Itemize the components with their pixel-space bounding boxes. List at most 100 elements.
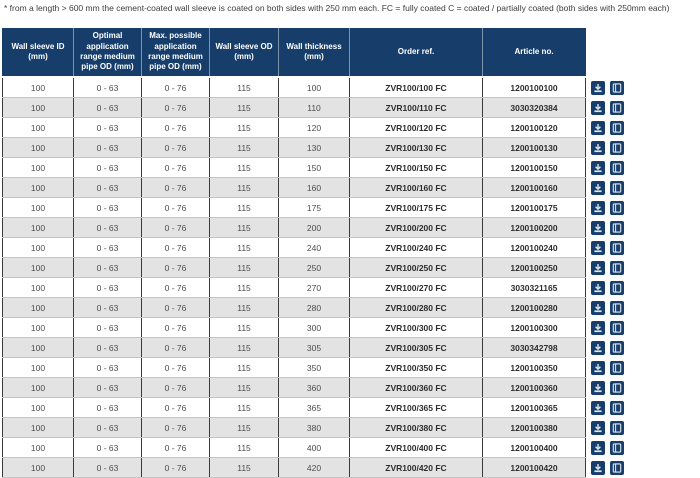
download-button[interactable] — [591, 441, 605, 455]
document-button[interactable] — [610, 261, 624, 275]
optimal-range-cell: 0 - 63 — [74, 298, 142, 317]
download-button[interactable] — [591, 141, 605, 155]
document-button[interactable] — [610, 121, 624, 135]
download-icon — [593, 303, 603, 313]
document-button[interactable] — [610, 281, 624, 295]
document-button[interactable] — [610, 181, 624, 195]
optimal-range-cell: 0 - 63 — [74, 98, 142, 117]
download-button[interactable] — [591, 221, 605, 235]
row-actions — [591, 218, 624, 238]
article-no-cell: 1200100200 — [483, 218, 586, 237]
optimal-range-cell: 0 - 63 — [74, 378, 142, 397]
row-actions — [591, 338, 624, 358]
document-icon — [612, 323, 622, 333]
document-button[interactable] — [610, 341, 624, 355]
download-icon — [593, 383, 603, 393]
table-row: 100 0 - 63 0 - 76 115 150 ZVR100/150 FC 120010… — [2, 158, 624, 178]
table-row-cells: 100 0 - 63 0 - 76 115 350 ZVR100/350 FC 120010… — [2, 358, 586, 378]
optimal-range-cell: 0 - 63 — [74, 78, 142, 97]
optimal-range-cell: 0 - 63 — [74, 438, 142, 457]
table-row: 100 0 - 63 0 - 76 115 380 ZVR100/380 FC 120010… — [2, 418, 624, 438]
download-icon — [593, 363, 603, 373]
order-ref-cell: ZVR100/250 FC — [350, 258, 483, 277]
article-no-cell: 1200100350 — [483, 358, 586, 377]
wall-thickness-cell: 160 — [279, 178, 350, 197]
max-range-cell: 0 - 76 — [142, 178, 210, 197]
document-button[interactable] — [610, 361, 624, 375]
document-button[interactable] — [610, 201, 624, 215]
document-button[interactable] — [610, 161, 624, 175]
download-button[interactable] — [591, 301, 605, 315]
download-button[interactable] — [591, 261, 605, 275]
table-row-cells: 100 0 - 63 0 - 76 115 400 ZVR100/400 FC 120010… — [2, 438, 586, 458]
download-icon — [593, 443, 603, 453]
table-row: 100 0 - 63 0 - 76 115 365 ZVR100/365 FC 120010… — [2, 398, 624, 418]
download-button[interactable] — [591, 241, 605, 255]
document-button[interactable] — [610, 381, 624, 395]
article-no-cell: 1200100360 — [483, 378, 586, 397]
table-row-cells: 100 0 - 63 0 - 76 115 150 ZVR100/150 FC 120010… — [2, 158, 586, 178]
document-button[interactable] — [610, 81, 624, 95]
table-row: 100 0 - 63 0 - 76 115 280 ZVR100/280 FC 120010… — [2, 298, 624, 318]
column-header-wall-sleeve-id: Wall sleeve ID (mm) — [2, 28, 74, 76]
download-button[interactable] — [591, 321, 605, 335]
download-button[interactable] — [591, 81, 605, 95]
wall-sleeve-id-cell: 100 — [2, 358, 74, 377]
document-button[interactable] — [610, 401, 624, 415]
download-button[interactable] — [591, 381, 605, 395]
document-button[interactable] — [610, 461, 624, 475]
document-button[interactable] — [610, 141, 624, 155]
wall-sleeve-od-cell: 115 — [210, 158, 279, 177]
download-button[interactable] — [591, 161, 605, 175]
document-button[interactable] — [610, 221, 624, 235]
column-header-order-ref: Order ref. — [350, 28, 483, 76]
wall-thickness-cell: 150 — [279, 158, 350, 177]
row-actions — [591, 198, 624, 218]
row-actions — [591, 298, 624, 318]
optimal-range-cell: 0 - 63 — [74, 278, 142, 297]
table-row-cells: 100 0 - 63 0 - 76 115 360 ZVR100/360 FC 120010… — [2, 378, 586, 398]
optimal-range-cell: 0 - 63 — [74, 198, 142, 217]
wall-sleeve-od-cell: 115 — [210, 278, 279, 297]
download-icon — [593, 343, 603, 353]
download-button[interactable] — [591, 181, 605, 195]
download-button[interactable] — [591, 281, 605, 295]
column-header-optimal-range: Optimal application range medium pipe OD… — [74, 28, 142, 76]
download-button[interactable] — [591, 361, 605, 375]
download-button[interactable] — [591, 401, 605, 415]
download-icon — [593, 183, 603, 193]
wall-sleeve-id-cell: 100 — [2, 78, 74, 97]
download-button[interactable] — [591, 461, 605, 475]
max-range-cell: 0 - 76 — [142, 258, 210, 277]
document-button[interactable] — [610, 421, 624, 435]
table-row-cells: 100 0 - 63 0 - 76 115 110 ZVR100/110 FC 303032… — [2, 98, 586, 118]
table-row: 100 0 - 63 0 - 76 115 120 ZVR100/120 FC 120010… — [2, 118, 624, 138]
document-button[interactable] — [610, 101, 624, 115]
order-ref-cell: ZVR100/305 FC — [350, 338, 483, 357]
document-button[interactable] — [610, 301, 624, 315]
download-button[interactable] — [591, 201, 605, 215]
table-row: 100 0 - 63 0 - 76 115 420 ZVR100/420 FC 120010… — [2, 458, 624, 478]
document-icon — [612, 123, 622, 133]
table-row: 100 0 - 63 0 - 76 115 270 ZVR100/270 FC 303032… — [2, 278, 624, 298]
wall-sleeve-od-cell: 115 — [210, 198, 279, 217]
download-icon — [593, 403, 603, 413]
download-button[interactable] — [591, 341, 605, 355]
download-button[interactable] — [591, 121, 605, 135]
download-icon — [593, 143, 603, 153]
download-button[interactable] — [591, 421, 605, 435]
article-no-cell: 1200100380 — [483, 418, 586, 437]
row-actions — [591, 398, 624, 418]
product-table: Wall sleeve ID (mm) Optimal application … — [2, 28, 624, 478]
max-range-cell: 0 - 76 — [142, 358, 210, 377]
download-icon — [593, 323, 603, 333]
document-button[interactable] — [610, 321, 624, 335]
wall-thickness-cell: 420 — [279, 458, 350, 477]
document-button[interactable] — [610, 241, 624, 255]
download-button[interactable] — [591, 101, 605, 115]
article-no-cell: 1200100400 — [483, 438, 586, 457]
order-ref-cell: ZVR100/150 FC — [350, 158, 483, 177]
row-actions — [591, 78, 624, 98]
document-button[interactable] — [610, 441, 624, 455]
wall-sleeve-od-cell: 115 — [210, 258, 279, 277]
